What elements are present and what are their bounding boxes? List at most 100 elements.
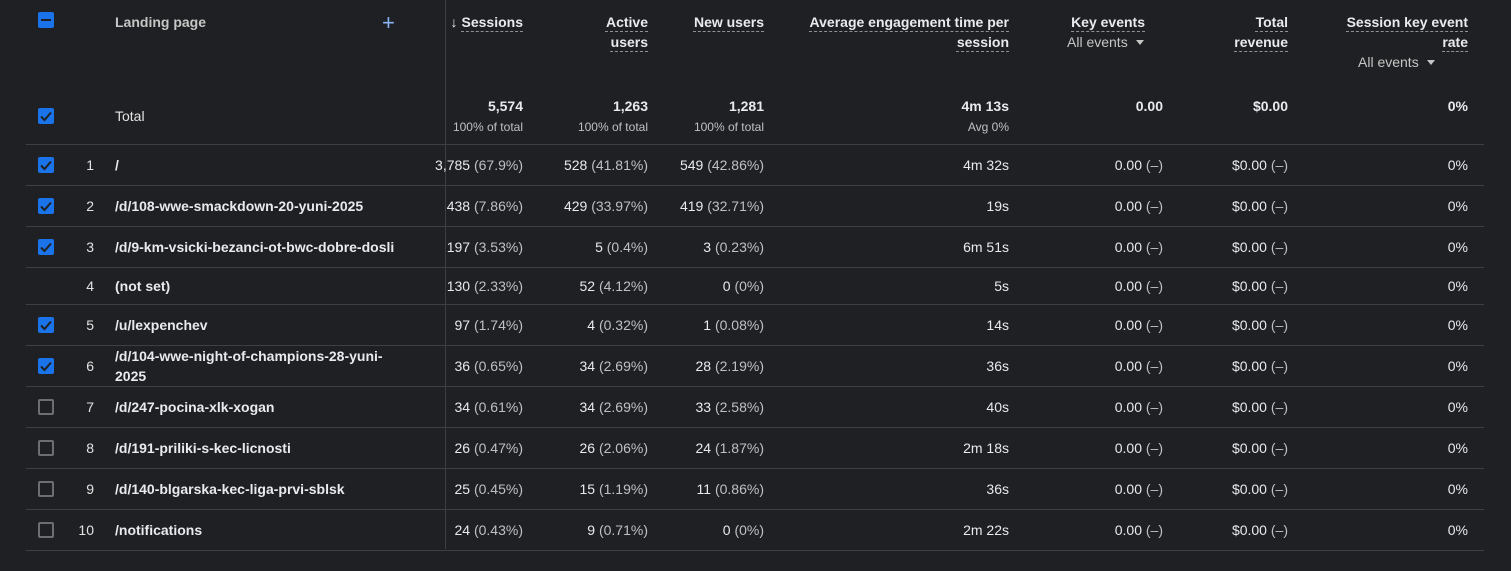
key-events-pct: (–) xyxy=(1145,157,1163,173)
new-users-cell: 24 (1.87%) xyxy=(696,428,765,468)
table-row[interactable]: 2/d/108-wwe-smackdown-20-yuni-2025 438 (7… xyxy=(26,186,1484,227)
new-users-cell: 28 (2.19%) xyxy=(696,346,765,386)
revenue-cell: $0.00 (–) xyxy=(1232,428,1288,468)
key-events-cell: 0.00 (–) xyxy=(1115,346,1163,386)
table-row[interactable]: 5/u/lexpenchev 97 (1.74%) 4 (0.32%) 1 (0.08… xyxy=(26,305,1484,346)
row-index: 2 xyxy=(86,198,94,214)
sessions-value: 34 xyxy=(454,399,471,415)
landing-page-link[interactable]: /d/9-km-vsicki-bezanci-ot-bwc-dobre-dosl… xyxy=(115,239,395,255)
header-avg-engagement-line1: Average engagement time per xyxy=(809,14,1009,30)
header-avg-engagement-line2: session xyxy=(956,34,1009,50)
key-events-filter-dropdown[interactable]: All events xyxy=(1067,34,1144,50)
table-row[interactable]: 1 / 3,785 (67.9%) 528 (41.81%) 549 (42.86%) 4… xyxy=(26,145,1484,186)
active-users-value: 34 xyxy=(579,358,596,374)
header-active-users[interactable]: Active users xyxy=(606,12,648,52)
landing-page-link[interactable]: /notifications xyxy=(115,522,203,538)
key-events-value: 0.00 xyxy=(1114,358,1142,374)
sessions-cell: 438 (7.86%) xyxy=(447,186,523,226)
active-users-pct: (41.81%) xyxy=(591,157,648,173)
header-sessions[interactable]: ↓ Sessions xyxy=(451,12,523,32)
total-checkbox[interactable] xyxy=(38,108,54,124)
header-avg-engagement[interactable]: Average engagement time per session xyxy=(810,12,1009,52)
active-users-value: 34 xyxy=(579,399,596,415)
new-users-pct: (42.86%) xyxy=(707,157,764,173)
landing-page-link[interactable]: /d/108-wwe-smackdown-20-yuni-2025 xyxy=(115,198,364,214)
active-users-value: 26 xyxy=(579,440,596,456)
revenue-value: $0.00 xyxy=(1231,198,1267,214)
landing-page-link[interactable]: /d/140-blgarska-kec-liga-prvi-sblsk xyxy=(115,481,345,497)
row-checkbox[interactable] xyxy=(38,317,54,333)
rate-cell: 0% xyxy=(1447,198,1468,214)
rate-filter-dropdown[interactable]: All events xyxy=(1358,54,1435,70)
sessions-cell: 3,785 (67.9%) xyxy=(435,145,523,185)
key-events-filter-label: All events xyxy=(1067,34,1128,50)
revenue-value: $0.00 xyxy=(1231,358,1267,374)
table-row[interactable]: 4 (not set) 130 (2.33%) 52 (4.12%) 0 (0%) 5s 0… xyxy=(26,268,1484,305)
row-checkbox[interactable] xyxy=(38,399,54,415)
landing-page-link[interactable]: /d/104-wwe-night-of-champions-28-yuni-20… xyxy=(115,348,383,384)
row-checkbox[interactable] xyxy=(38,440,54,456)
key-events-value: 0.00 xyxy=(1114,317,1142,333)
table-row[interactable]: 10/notifications 24 (0.43%) 9 (0.71%) 0 (0%… xyxy=(26,510,1484,551)
table-row[interactable]: 7/d/247-pocina-xlk-xogan 34 (0.61%) 34 (2.… xyxy=(26,387,1484,428)
table-row[interactable]: 6/d/104-wwe-night-of-champions-28-yuni-2… xyxy=(26,346,1484,387)
select-all-checkbox[interactable] xyxy=(38,12,54,28)
header-new-users[interactable]: New users xyxy=(694,12,764,32)
row-checkbox[interactable] xyxy=(38,481,54,497)
row-checkbox[interactable] xyxy=(38,358,54,374)
active-users-cell: 34 (2.69%) xyxy=(580,387,649,427)
revenue-value: $0.00 xyxy=(1231,317,1267,333)
key-events-pct: (–) xyxy=(1145,358,1163,374)
row-checkbox[interactable] xyxy=(38,198,54,214)
add-dimension-icon[interactable]: + xyxy=(382,10,395,35)
rate-cell: 0% xyxy=(1447,239,1468,255)
table-row[interactable]: 9/d/140-blgarska-kec-liga-prvi-sblsk 25 (… xyxy=(26,469,1484,510)
rate-cell: 0% xyxy=(1447,440,1468,456)
avg-engagement-cell: 5s xyxy=(994,278,1009,294)
landing-page-link[interactable]: / xyxy=(115,157,119,173)
landing-page-link[interactable]: (not set) xyxy=(115,278,171,294)
header-key-events-label: Key events xyxy=(1071,14,1145,30)
active-users-value: 5 xyxy=(595,239,603,255)
header-key-events[interactable]: Key events xyxy=(1071,12,1145,32)
row-checkbox[interactable] xyxy=(38,522,54,538)
active-users-cell: 34 (2.69%) xyxy=(580,346,649,386)
key-events-pct: (–) xyxy=(1145,481,1163,497)
landing-page-link[interactable]: /d/191-priliki-s-kec-licnosti xyxy=(115,440,291,456)
header-landing-page[interactable]: Landing page xyxy=(115,14,206,30)
revenue-cell: $0.00 (–) xyxy=(1232,510,1288,550)
sessions-value: 24 xyxy=(454,522,471,538)
total-revenue: $0.00 xyxy=(1252,98,1288,114)
key-events-cell: 0.00 (–) xyxy=(1115,305,1163,345)
rate-cell: 0% xyxy=(1447,317,1468,333)
new-users-cell: 0 (0%) xyxy=(723,268,764,304)
revenue-value: $0.00 xyxy=(1231,399,1267,415)
row-checkbox[interactable] xyxy=(38,239,54,255)
sessions-pct: (0.43%) xyxy=(473,522,523,538)
active-users-cell: 528 (41.81%) xyxy=(564,145,648,185)
row-index: 10 xyxy=(78,522,94,538)
landing-page-link[interactable]: /u/lexpenchev xyxy=(115,317,208,333)
new-users-value: 3 xyxy=(703,239,712,255)
active-users-pct: (2.69%) xyxy=(598,358,648,374)
active-users-pct: (4.12%) xyxy=(598,278,648,294)
landing-page-link[interactable]: /d/247-pocina-xlk-xogan xyxy=(115,399,275,415)
total-sessions-sub: 100% of total xyxy=(452,120,523,134)
new-users-value: 24 xyxy=(695,440,712,456)
new-users-cell: 1 (0.08%) xyxy=(703,305,764,345)
total-avg-engagement: 4m 13s xyxy=(961,98,1009,114)
revenue-cell: $0.00 (–) xyxy=(1232,268,1288,304)
header-total-revenue[interactable]: Total revenue xyxy=(1234,12,1288,52)
new-users-cell: 3 (0.23%) xyxy=(703,227,764,267)
active-users-cell: 4 (0.32%) xyxy=(587,305,648,345)
table-row[interactable]: 3/d/9-km-vsicki-bezanci-ot-bwc-dobre-dos… xyxy=(26,227,1484,268)
sessions-cell: 34 (0.61%) xyxy=(455,387,524,427)
active-users-value: 528 xyxy=(563,157,588,173)
row-checkbox[interactable] xyxy=(38,157,54,173)
header-session-key-event-rate[interactable]: Session key event rate xyxy=(1347,12,1468,52)
active-users-value: 429 xyxy=(563,198,588,214)
active-users-pct: (0.4%) xyxy=(606,239,648,255)
table-row[interactable]: 8/d/191-priliki-s-kec-licnosti 26 (0.47%)… xyxy=(26,428,1484,469)
total-active-users: 1,263 xyxy=(612,98,648,114)
header-total-revenue-line1: Total xyxy=(1255,14,1288,30)
